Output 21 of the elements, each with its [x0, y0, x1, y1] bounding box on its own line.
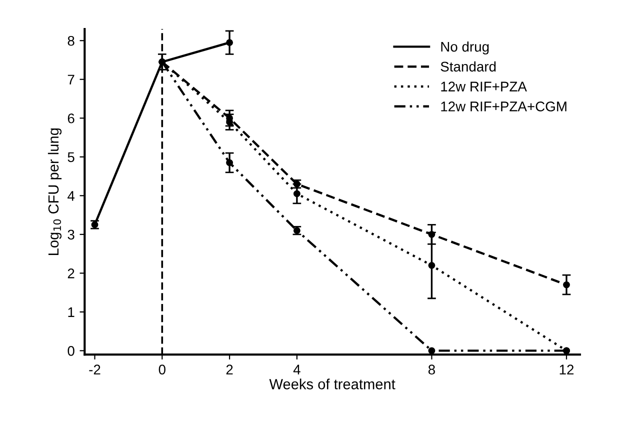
x-tick-label: 0 [158, 364, 166, 374]
legend-label: 12w RIF+PZA+CGM [441, 102, 566, 112]
y-tick-label: 6 [68, 113, 74, 124]
x-tick-label: 12 [560, 364, 574, 374]
x-tick-label: 2 [226, 364, 233, 374]
legend-label: Standard [440, 61, 496, 72]
x-tick-label: 8 [428, 364, 435, 374]
x-tick-label: 4 [293, 364, 300, 374]
y-tick-label: 3 [68, 230, 74, 240]
y-tick-label: 4 [68, 191, 75, 201]
y-tick-label: 0 [68, 346, 74, 356]
x-tick-label: -2 [89, 364, 100, 374]
y-tick-label: 7 [68, 74, 74, 84]
y-axis-title: Log$_{10}$ CFU per lung [48, 128, 62, 255]
y-tick-label: 2 [68, 268, 74, 278]
y-tick-label: 8 [68, 36, 74, 46]
legend-label: No drug [441, 41, 489, 54]
y-tick-label: 1 [68, 307, 74, 317]
y-tick-label: 5 [68, 152, 74, 162]
legend-label: 12w RIF+PZA [441, 82, 527, 92]
x-axis-title: Weeks of treatment [269, 378, 396, 390]
